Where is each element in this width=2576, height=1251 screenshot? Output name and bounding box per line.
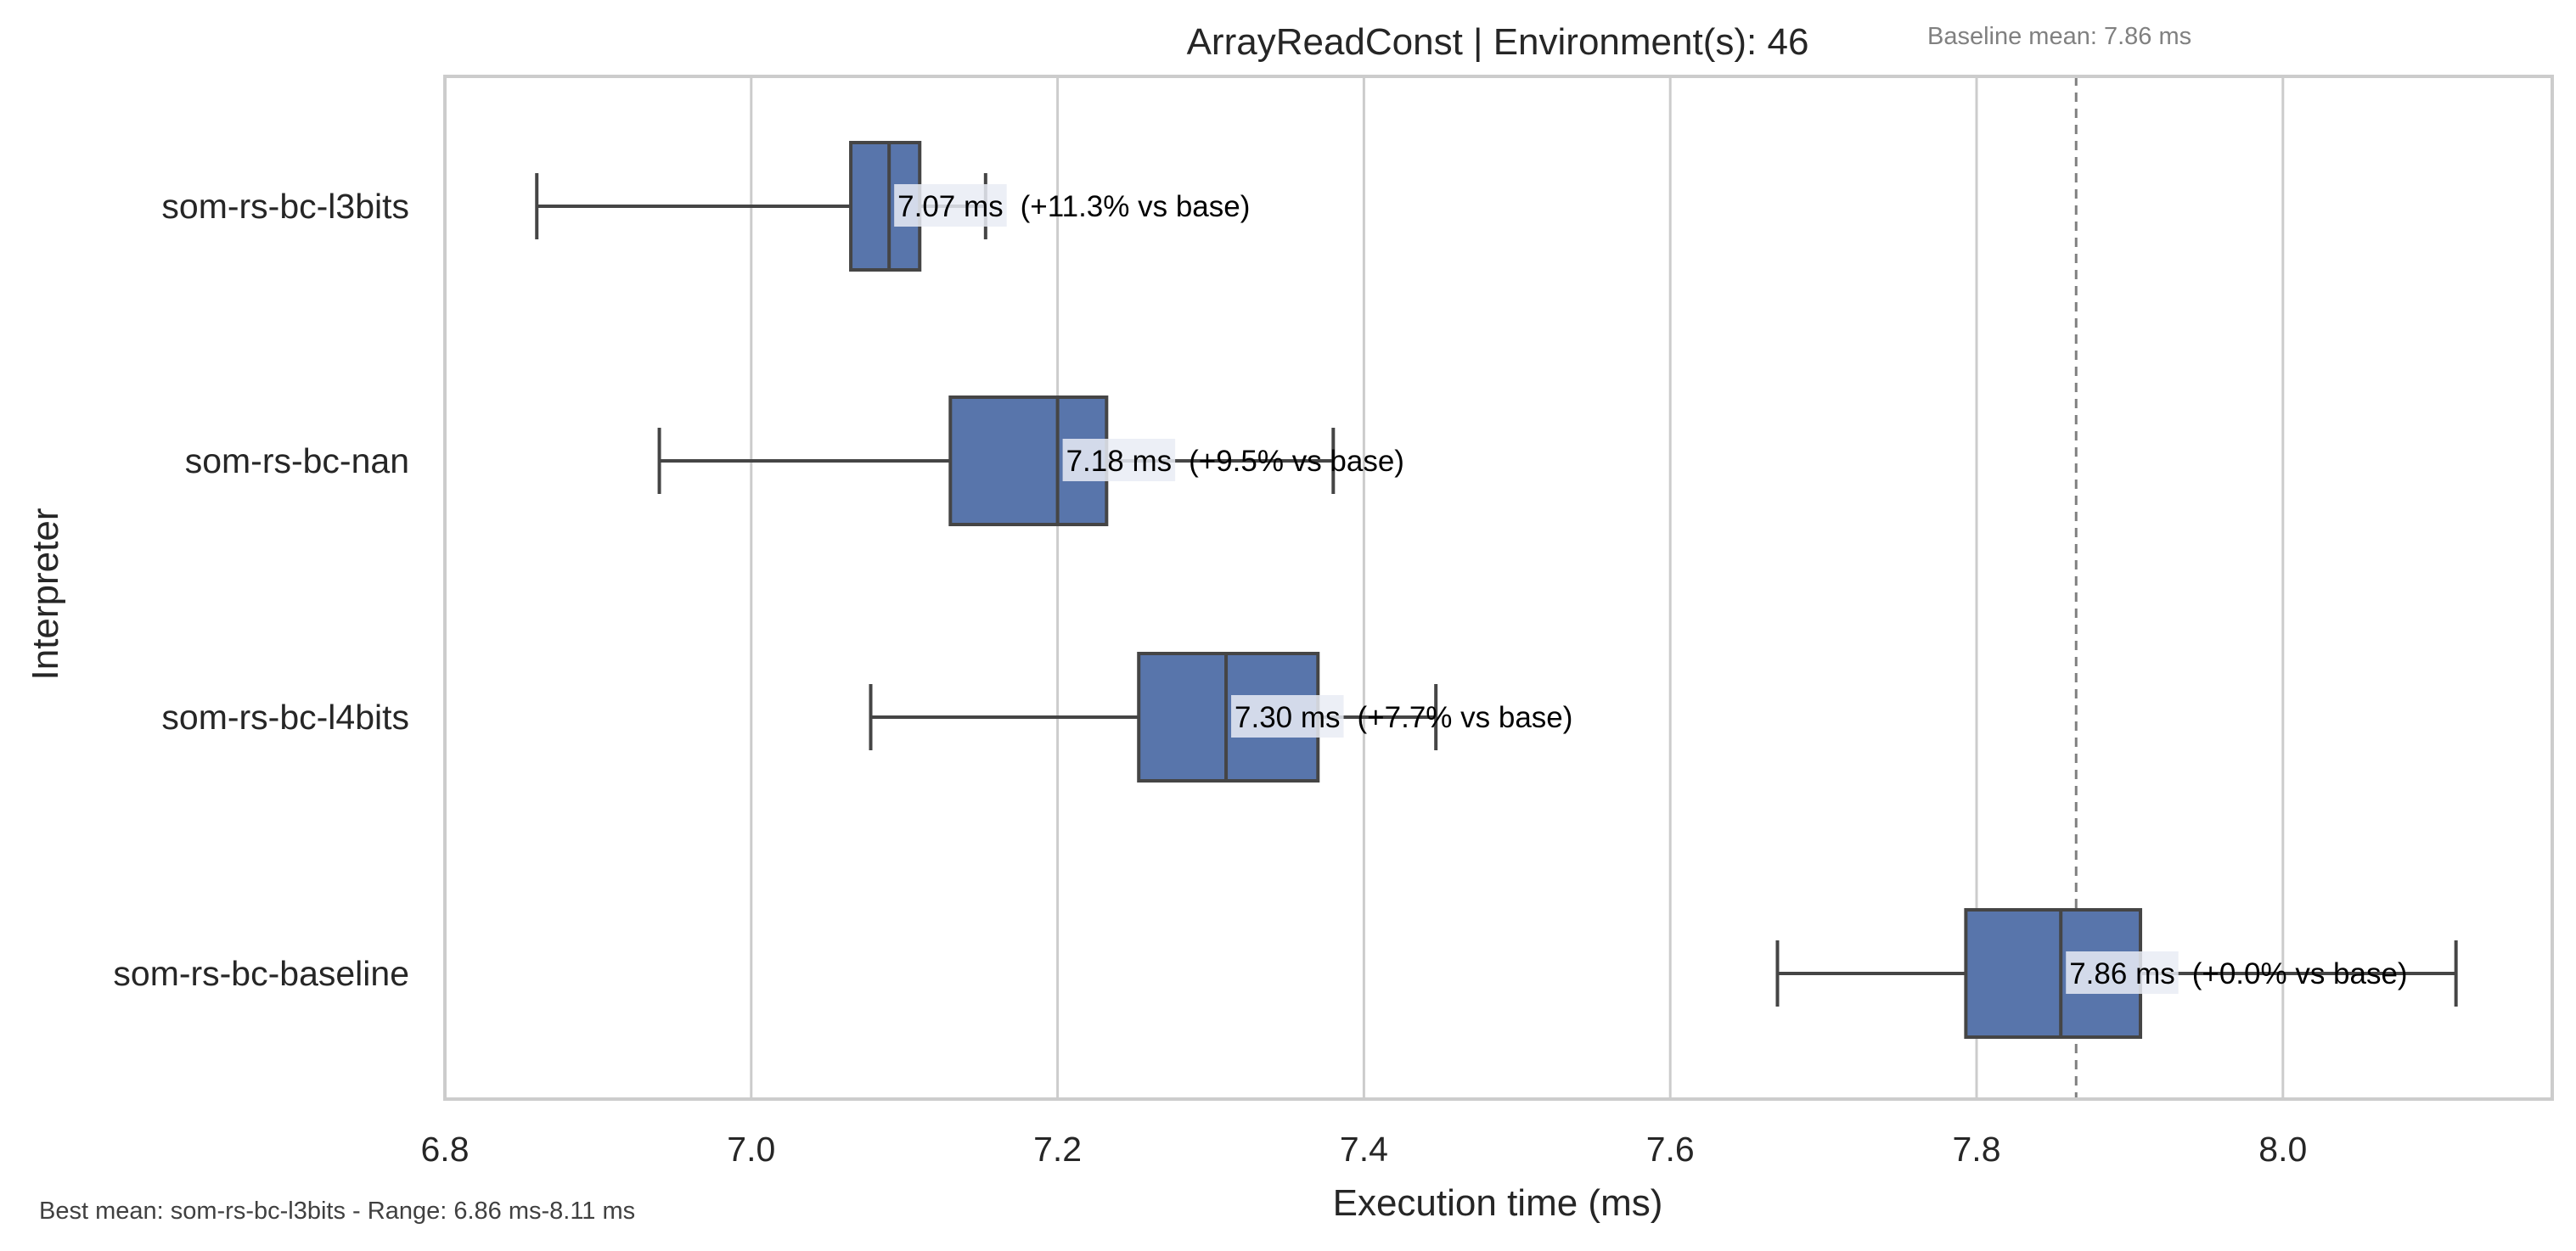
box-group: 7.18 ms (+9.5% vs base) [657,395,1404,526]
box-value-label: 7.07 ms (+11.3% vs base) [897,190,1250,223]
x-axis-label: Execution time (ms) [1333,1182,1663,1224]
box-series: 7.07 ms (+11.3% vs base) 7.18 ms (+9.5% vs … [535,141,2458,1039]
box-label-background [1231,695,1344,738]
footnote: Best mean: som-rs-bc-l3bits - Range: 6.8… [39,1198,635,1225]
plot-frame [443,75,2554,1101]
x-tick-label: 8.0 [2258,1130,2307,1169]
box-label-background [2066,951,2179,994]
chart-title: ArrayReadConst | Environment(s): 46 [1187,21,1809,63]
y-tick-labels: som-rs-bc-l3bits som-rs-bc-nan som-rs-bc-l… [113,187,409,993]
grid-lines [750,76,2285,1099]
x-tick-label: 6.8 [421,1130,470,1169]
box-group: 7.07 ms (+11.3% vs base) [535,141,1250,272]
box-group: 7.30 ms (+7.7% vs base) [869,652,1572,783]
box-label-background [1062,439,1176,481]
box-value-label: 7.18 ms (+9.5% vs base) [1066,445,1404,478]
box-value-label: 7.30 ms (+7.7% vs base) [1235,701,1572,734]
y-tick-label: som-rs-bc-l3bits [161,187,409,226]
y-tick-label: som-rs-bc-baseline [113,954,409,993]
y-tick-label: som-rs-bc-nan [185,441,409,480]
x-tick-labels: 6.8 7.0 7.2 7.4 7.6 7.8 8.0 [421,1130,2308,1169]
y-tick-label: som-rs-bc-l4bits [161,698,409,737]
x-tick-label: 7.2 [1033,1130,1082,1169]
baseline-label: Baseline mean: 7.86 ms [1927,23,2191,50]
x-tick-label: 7.8 [1953,1130,2001,1169]
box-value-label: 7.86 ms (+0.0% vs base) [2069,957,2407,990]
x-tick-label: 7.4 [1340,1130,1388,1169]
x-tick-label: 7.0 [727,1130,775,1169]
box-group: 7.86 ms (+0.0% vs base) [1775,908,2458,1039]
box-label-background [894,184,1007,227]
y-axis-label: Interpreter [25,508,66,681]
x-tick-label: 7.6 [1646,1130,1695,1169]
